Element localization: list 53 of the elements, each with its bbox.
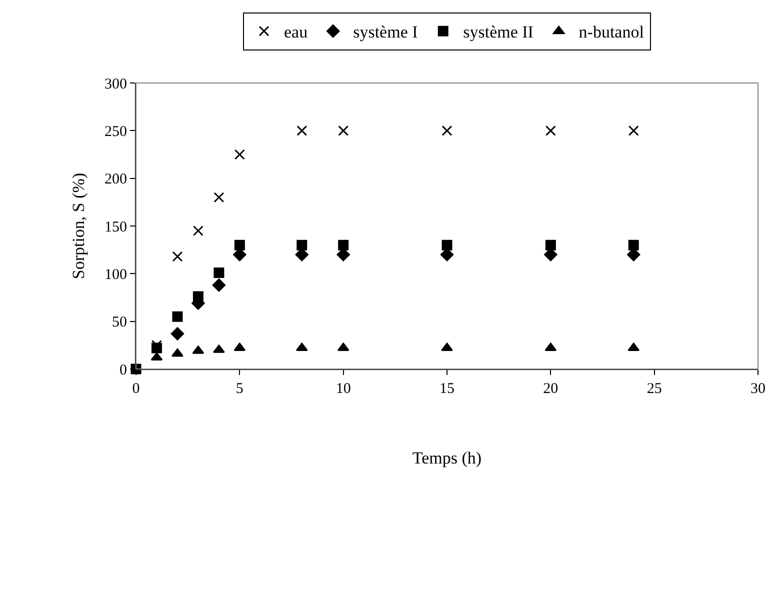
point [628,125,639,136]
point [628,342,640,352]
point [172,311,183,322]
point [338,240,349,250]
x-axis-title: Temps (h) [412,448,482,468]
point [295,248,308,262]
point [233,248,246,262]
legend-label: n-butanol [578,22,644,42]
point [234,342,246,352]
point [627,248,640,262]
point [441,342,453,352]
point [234,149,245,160]
legend-label: système II [463,22,534,42]
y-tick-label: 150 [104,219,127,236]
point [337,342,350,352]
x-tick-label: 30 [750,381,766,397]
point [214,192,224,203]
point [336,248,350,262]
y-tick-label: 0 [120,362,127,378]
y-axis-title: Sorption, S (%) [69,172,88,280]
y-tick-label: 100 [104,266,127,283]
point [234,240,245,250]
point [544,248,558,262]
point [172,251,183,262]
x-tick-label: 0 [132,381,140,397]
point [296,342,308,352]
point [296,125,308,136]
x-tick-label: 25 [646,381,662,397]
point [214,267,224,278]
point [296,240,308,250]
point [338,125,349,136]
point [442,240,452,250]
y-tick-label: 300 [104,76,127,92]
point [440,248,454,262]
point [545,240,556,250]
y-tick-label: 200 [104,172,127,188]
point [212,278,226,292]
point [544,342,557,352]
point [628,240,639,250]
y-tick-label: 250 [104,124,127,140]
y-tick-label: 50 [112,314,127,331]
point [545,125,556,136]
x-tick-label: 15 [440,381,454,397]
point [150,352,163,361]
point [172,348,184,357]
point [170,327,184,340]
legend-label: eau [284,22,308,42]
point [442,125,452,136]
x-tick-label: 10 [336,381,351,397]
x-tick-label: 20 [543,381,558,397]
legend-label: système I [353,22,418,42]
point [192,226,204,236]
x-tick-label: 5 [236,381,244,397]
